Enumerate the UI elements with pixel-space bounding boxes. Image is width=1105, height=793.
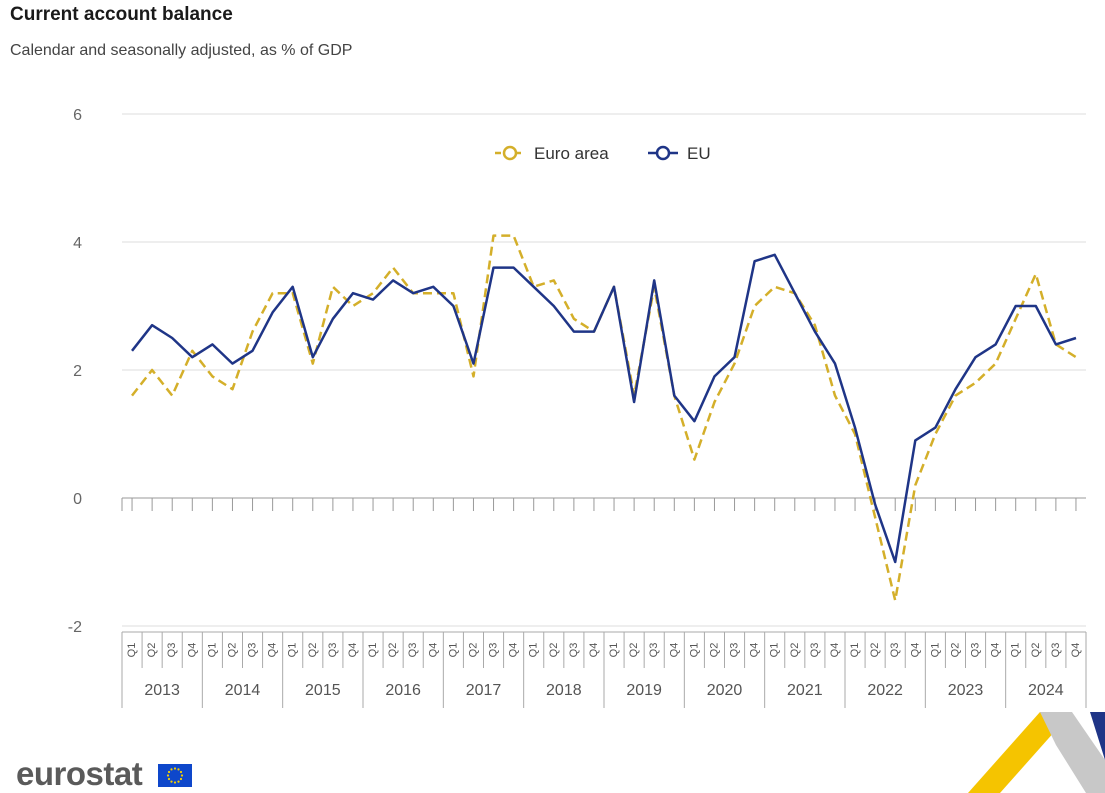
chart-title: Current account balance — [10, 4, 233, 25]
quarter-label: Q3 — [247, 643, 259, 658]
quarter-label: Q1 — [688, 643, 700, 658]
quarter-label: Q1 — [608, 643, 620, 658]
quarter-label: Q4 — [990, 643, 1002, 658]
x-axis: Q1 Q2 Q3 Q4 Q1 Q2 Q3 Q4 Q1 Q2 Q3 Q4 Q1 Q2 Q3 Q4 Q1 Q2 Q3 Q4… — [121, 497, 1087, 708]
quarter-label: Q1 — [1010, 643, 1022, 658]
series-line-eu — [131, 253, 1077, 564]
legend[interactable]: Euro area EU — [495, 144, 711, 163]
quarter-label: Q3 — [407, 643, 419, 658]
quarter-label: Q3 — [488, 643, 500, 658]
eurostat-logo: eurostat — [16, 755, 143, 792]
quarter-label: Q1 — [849, 643, 861, 658]
year-label: 2013 — [144, 682, 180, 699]
corner-decoration — [968, 712, 1105, 793]
year-label: 2018 — [546, 682, 582, 699]
quarter-label: Q4 — [749, 643, 761, 658]
corner-grey-shape — [1040, 712, 1105, 793]
year-label: 2023 — [948, 682, 984, 699]
series-lines — [131, 234, 1077, 602]
quarter-label: Q1 — [528, 643, 540, 658]
quarter-label: Q2 — [146, 643, 158, 658]
quarter-label: Q3 — [809, 643, 821, 658]
legend-label: EU — [687, 144, 711, 163]
quarter-label: Q4 — [267, 643, 279, 658]
quarter-label: Q4 — [186, 643, 198, 658]
quarter-label: Q3 — [648, 643, 660, 658]
y-tick-label: 6 — [73, 107, 82, 124]
corner-yellow-shape — [968, 712, 1072, 793]
quarter-label: Q2 — [869, 643, 881, 658]
quarter-label: Q3 — [327, 643, 339, 658]
quarter-label: Q2 — [548, 643, 560, 658]
quarter-label: Q2 — [789, 643, 801, 658]
quarter-label: Q1 — [929, 643, 941, 658]
quarter-label: Q4 — [347, 643, 359, 658]
year-label: 2015 — [305, 682, 341, 699]
year-label: 2014 — [225, 682, 261, 699]
y-tick-label: 0 — [73, 491, 82, 508]
quarter-label: Q2 — [226, 643, 238, 658]
quarter-label: Q4 — [427, 643, 439, 658]
y-tick-label: 2 — [73, 363, 82, 380]
quarter-label: Q3 — [889, 643, 901, 658]
year-label: 2020 — [707, 682, 743, 699]
quarter-label: Q4 — [829, 643, 841, 658]
quarter-label: Q4 — [909, 643, 921, 658]
quarter-label: Q3 — [1050, 643, 1062, 658]
year-label: 2019 — [626, 682, 662, 699]
legend-label: Euro area — [534, 144, 609, 163]
quarter-label: Q1 — [367, 643, 379, 658]
quarter-label: Q3 — [729, 643, 741, 658]
y-tick-label: -2 — [68, 619, 82, 636]
quarter-label: Q3 — [970, 643, 982, 658]
corner-blue-shape — [1090, 712, 1105, 760]
quarter-label: Q4 — [588, 643, 600, 658]
quarter-label: Q4 — [1070, 643, 1082, 658]
grid-lines — [122, 113, 1086, 627]
year-label: 2016 — [385, 682, 421, 699]
legend-marker-icon — [655, 145, 671, 161]
quarter-label: Q2 — [628, 643, 640, 658]
quarter-label: Q4 — [668, 643, 680, 658]
legend-item-eu[interactable]: EU — [648, 144, 711, 163]
quarter-label: Q4 — [508, 643, 520, 658]
year-label: 2024 — [1028, 682, 1064, 699]
year-label: 2017 — [466, 682, 502, 699]
quarter-label: Q2 — [708, 643, 720, 658]
quarter-label: Q2 — [949, 643, 961, 658]
y-tick-label: 4 — [73, 235, 82, 252]
quarter-label: Q2 — [307, 643, 319, 658]
year-label: 2021 — [787, 682, 823, 699]
quarter-label: Q1 — [447, 643, 459, 658]
series-line-euro-area — [131, 234, 1077, 602]
chart-subtitle: Calendar and seasonally adjusted, as % o… — [10, 42, 353, 59]
y-axis-labels: -2 0 2 4 6 — [68, 107, 82, 636]
quarter-label: Q1 — [206, 643, 218, 658]
quarter-label: Q3 — [166, 643, 178, 658]
quarter-label: Q2 — [467, 643, 479, 658]
legend-item-euro-area[interactable]: Euro area — [495, 144, 609, 163]
quarter-label: Q1 — [287, 643, 299, 658]
year-label: 2022 — [867, 682, 903, 699]
quarter-label: Q1 — [126, 643, 138, 658]
eu-flag-icon — [158, 764, 192, 787]
legend-marker-icon — [502, 145, 518, 161]
quarter-label: Q2 — [1030, 643, 1042, 658]
quarter-label: Q1 — [769, 643, 781, 658]
quarter-label: Q3 — [568, 643, 580, 658]
quarter-label: Q2 — [387, 643, 399, 658]
